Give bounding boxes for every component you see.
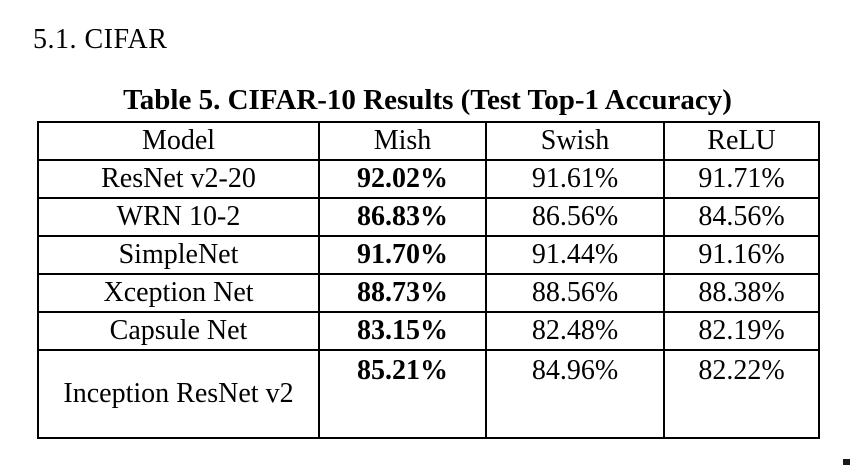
relu-value: 82.22%	[663, 349, 820, 439]
mish-value: 86.83%	[318, 197, 487, 237]
model-name: SimpleNet	[37, 235, 320, 275]
relu-value: 91.71%	[663, 159, 820, 199]
relu-value: 82.19%	[663, 311, 820, 351]
mish-value: 88.73%	[318, 273, 487, 313]
table-caption: Table 5. CIFAR-10 Results (Test Top-1 Ac…	[123, 84, 732, 116]
table-row: Inception ResNet v2 85.21% 84.96% 82.22%	[37, 349, 820, 439]
section-heading: 5.1. CIFAR	[33, 24, 168, 55]
column-header-swish: Swish	[485, 121, 665, 161]
table-row: ResNet v2-20 92.02% 91.61% 91.71%	[37, 159, 820, 199]
column-header-model: Model	[37, 121, 320, 161]
table-row: WRN 10-2 86.83% 86.56% 84.56%	[37, 197, 820, 237]
page-corner-artifact	[843, 459, 850, 465]
swish-value: 86.56%	[485, 197, 665, 237]
table-row: Capsule Net 83.15% 82.48% 82.19%	[37, 311, 820, 351]
mish-value: 92.02%	[318, 159, 487, 199]
table-header-row: Model Mish Swish ReLU	[37, 121, 820, 161]
table-row: Xception Net 88.73% 88.56% 88.38%	[37, 273, 820, 313]
model-name: WRN 10-2	[37, 197, 320, 237]
column-header-relu: ReLU	[663, 121, 820, 161]
mish-value: 91.70%	[318, 235, 487, 275]
model-name: Capsule Net	[37, 311, 320, 351]
model-name: Inception ResNet v2	[37, 349, 320, 439]
relu-value: 91.16%	[663, 235, 820, 275]
swish-value: 91.44%	[485, 235, 665, 275]
swish-value: 84.96%	[485, 349, 665, 439]
mish-value: 83.15%	[318, 311, 487, 351]
relu-value: 84.56%	[663, 197, 820, 237]
swish-value: 88.56%	[485, 273, 665, 313]
table-row: SimpleNet 91.70% 91.44% 91.16%	[37, 235, 820, 275]
swish-value: 91.61%	[485, 159, 665, 199]
model-name: ResNet v2-20	[37, 159, 320, 199]
column-header-mish: Mish	[318, 121, 487, 161]
relu-value: 88.38%	[663, 273, 820, 313]
results-table: Model Mish Swish ReLU ResNet v2-20 92.02…	[37, 121, 820, 439]
mish-value: 85.21%	[318, 349, 487, 439]
swish-value: 82.48%	[485, 311, 665, 351]
model-name: Xception Net	[37, 273, 320, 313]
